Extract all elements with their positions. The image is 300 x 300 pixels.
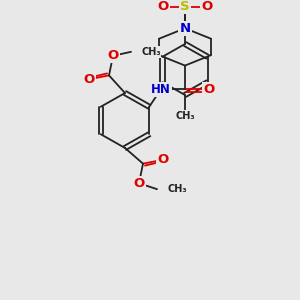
Text: O: O (203, 82, 214, 96)
Text: N: N (179, 22, 191, 35)
Text: O: O (158, 153, 169, 166)
Text: O: O (134, 177, 145, 190)
Text: O: O (201, 0, 213, 13)
Text: CH₃: CH₃ (167, 184, 187, 194)
Text: O: O (107, 49, 118, 62)
Text: O: O (158, 0, 169, 13)
Text: CH₃: CH₃ (141, 47, 161, 57)
Text: S: S (180, 0, 190, 13)
Text: O: O (83, 73, 94, 86)
Text: CH₃: CH₃ (175, 111, 195, 121)
Text: HN: HN (151, 82, 171, 96)
